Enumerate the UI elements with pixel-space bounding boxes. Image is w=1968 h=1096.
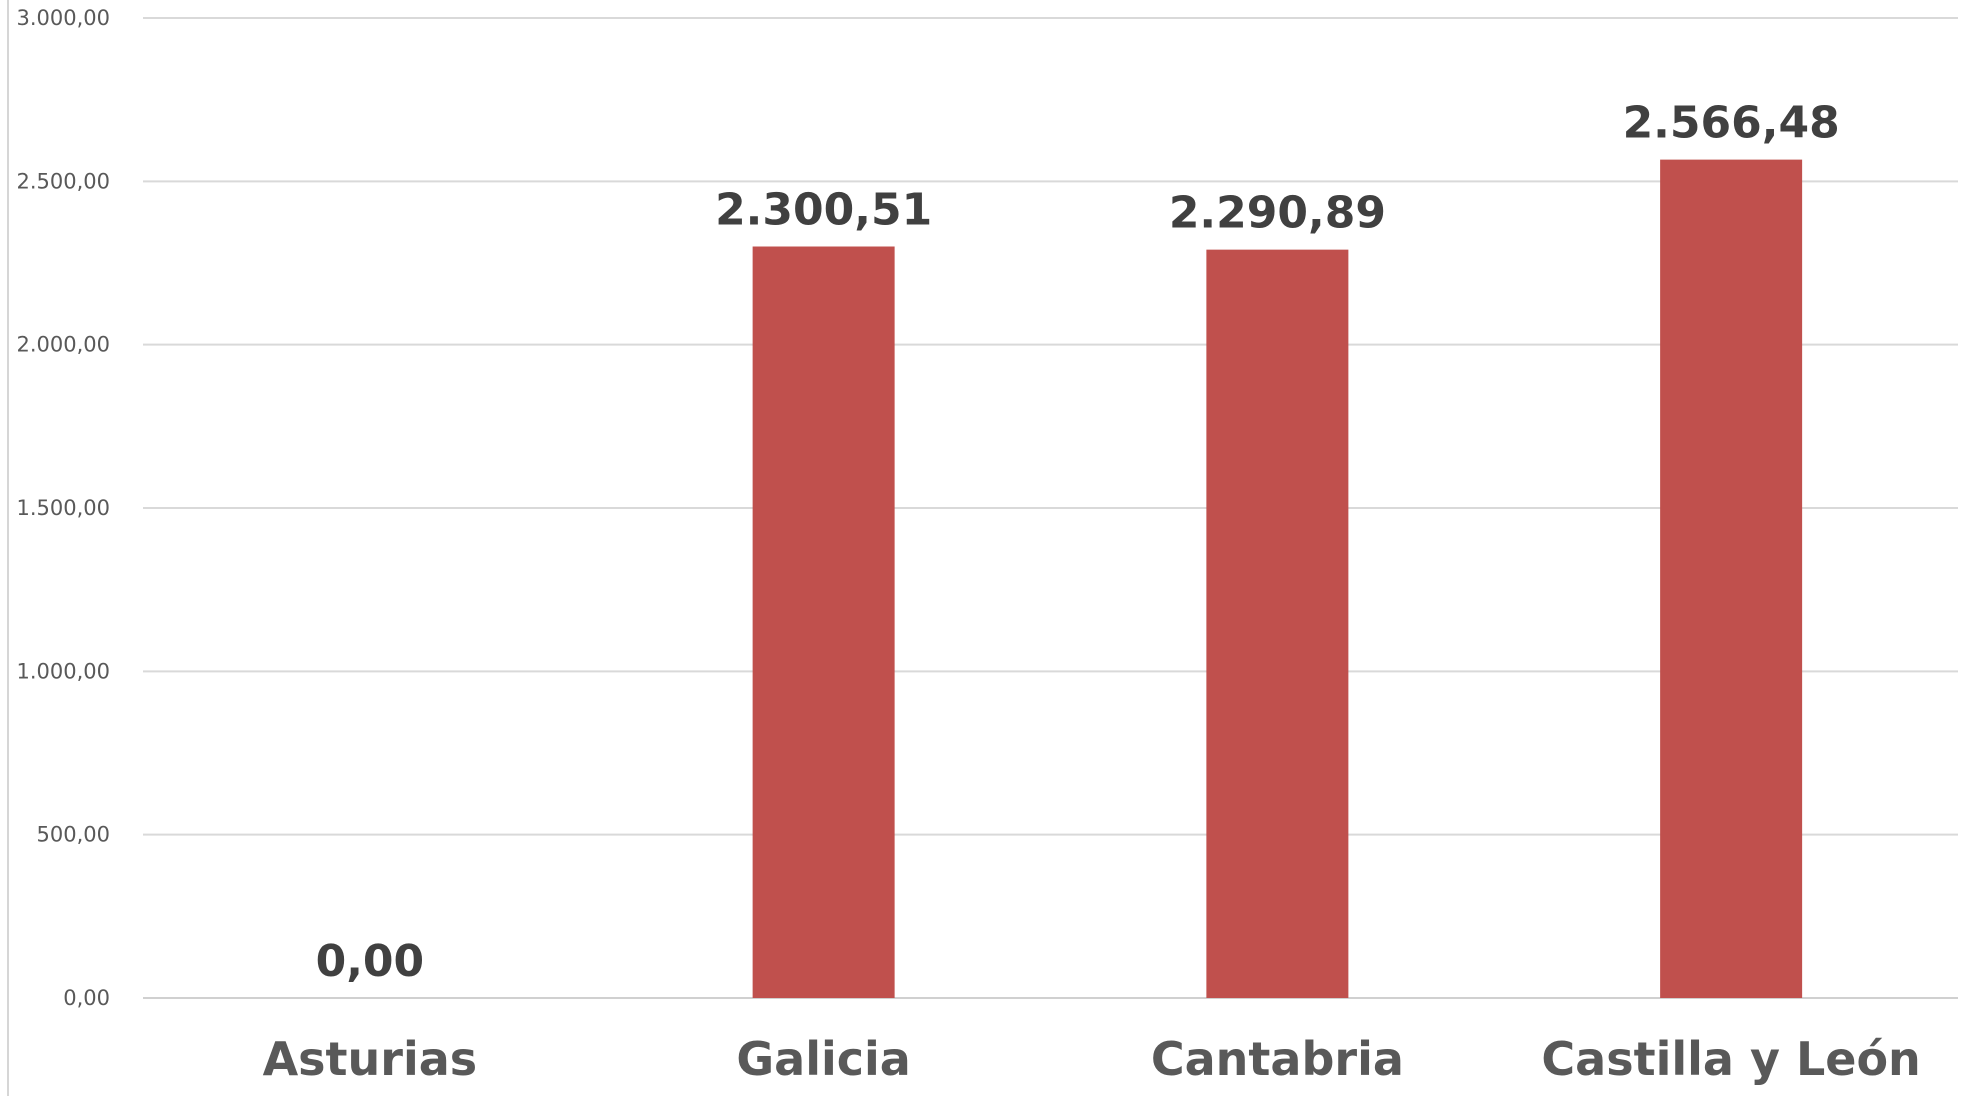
y-tick-label: 3.000,00 [16,6,110,30]
y-tick-label: 2.000,00 [16,333,110,357]
data-labels: 0,00 2.300,51 2.290,89 2.566,48 [316,98,1840,987]
x-axis: Asturias Galicia Cantabria Castilla y León [263,1032,1921,1086]
y-tick-label: 1.500,00 [16,496,110,520]
y-tick-label: 500,00 [37,823,110,847]
category-label: Castilla y León [1541,1032,1920,1086]
data-label: 0,00 [316,936,425,987]
gridlines [143,17,1958,999]
y-tick-label: 1.000,00 [16,659,110,683]
data-label: 2.300,51 [715,185,932,236]
bar [1206,249,1349,999]
data-label: 2.566,48 [1623,98,1840,149]
bars [752,159,1803,999]
y-tick-label: 2.500,00 [16,169,110,193]
y-tick-label: 0,00 [63,986,110,1010]
category-label: Galicia [736,1032,910,1086]
category-label: Asturias [263,1032,478,1086]
bar [1660,159,1803,999]
category-label: Cantabria [1151,1032,1404,1086]
y-axis: 0,00 500,00 1.000,00 1.500,00 2.000,00 2.500,… [16,6,110,1010]
bar [752,246,895,998]
data-label: 2.290,89 [1169,188,1386,239]
